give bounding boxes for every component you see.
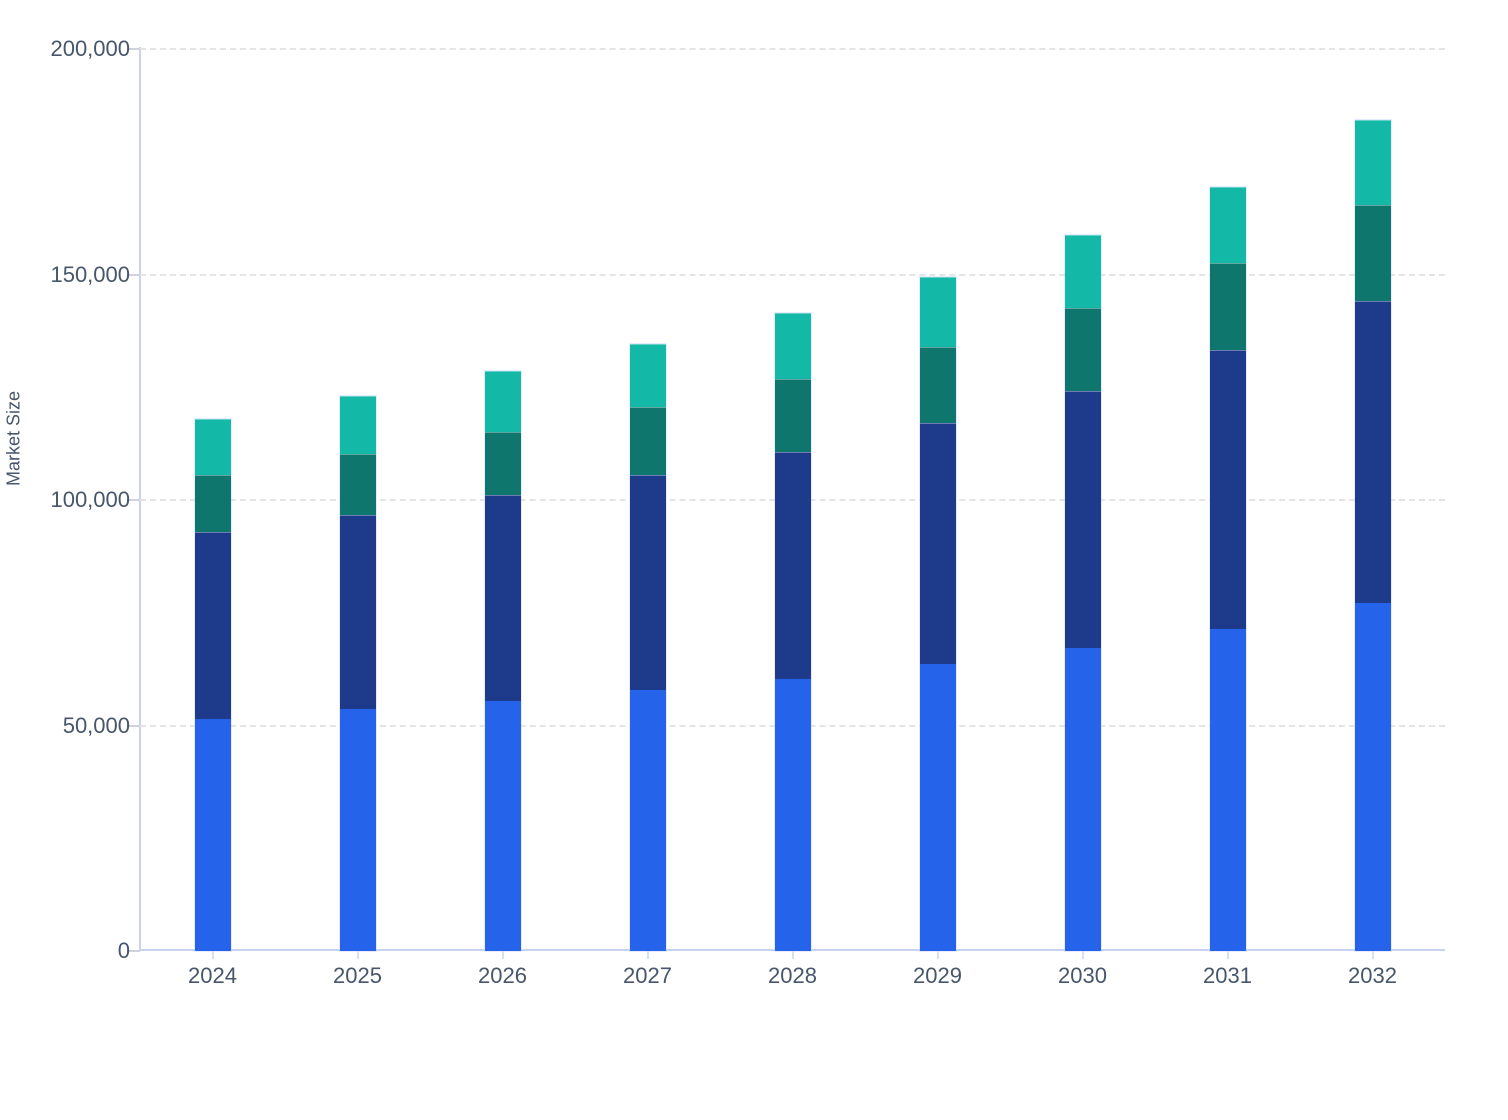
- bar-segment-2024-series-4[interactable]: [194, 418, 231, 476]
- category-band: [865, 49, 1010, 951]
- x-axis-tick: [791, 951, 794, 959]
- y-axis-tick-label: 150,000: [50, 261, 130, 287]
- x-axis-tick: [936, 951, 939, 959]
- x-axis-label-2031: 2031: [1203, 963, 1252, 988]
- x-axis-tick: [356, 951, 359, 959]
- category-band: [575, 49, 720, 951]
- y-axis-tick-label: 50,000: [62, 712, 130, 738]
- plot-area: [140, 48, 1445, 951]
- bar-segment-2027-series-4[interactable]: [629, 343, 666, 407]
- bar-segment-2028-series-3[interactable]: [774, 378, 811, 452]
- bar-segment-2028-series-1[interactable]: [774, 678, 811, 951]
- bar-segment-2025-series-3[interactable]: [339, 454, 376, 515]
- category-band: [1300, 49, 1445, 951]
- bar-segment-2029-series-3[interactable]: [919, 346, 956, 424]
- y-axis-tick: [127, 724, 140, 727]
- bar-segment-2030-series-1[interactable]: [1064, 647, 1101, 951]
- bar-segment-2031-series-4[interactable]: [1209, 187, 1246, 263]
- category-band: [285, 49, 430, 951]
- x-axis-tick: [501, 951, 504, 959]
- bar-segment-2024-series-2[interactable]: [194, 532, 231, 719]
- category-band: [140, 49, 285, 951]
- stacked-bar-2029[interactable]: [919, 277, 956, 951]
- bar-segment-2030-series-3[interactable]: [1064, 307, 1101, 392]
- x-axis-label-2032: 2032: [1348, 963, 1397, 988]
- x-axis-tick: [1081, 951, 1084, 959]
- gridline: [140, 48, 1445, 50]
- x-axis-tick: [1371, 951, 1374, 959]
- x-axis-label-2025: 2025: [333, 963, 382, 988]
- category-band: [1155, 49, 1300, 951]
- bars-container: [140, 49, 1445, 951]
- bar-segment-2029-series-4[interactable]: [919, 277, 956, 347]
- bar-segment-2026-series-1[interactable]: [484, 700, 521, 951]
- bar-segment-2029-series-1[interactable]: [919, 664, 956, 951]
- y-axis-tick: [127, 48, 140, 50]
- y-axis-tick-label: 0: [117, 938, 130, 963]
- bar-segment-2032-series-3[interactable]: [1354, 205, 1391, 302]
- stacked-bar-2025[interactable]: [339, 396, 376, 951]
- bar-segment-2030-series-4[interactable]: [1064, 235, 1101, 308]
- bar-segment-2028-series-4[interactable]: [774, 313, 811, 379]
- x-axis-label-2028: 2028: [768, 963, 817, 988]
- bar-segment-2029-series-2[interactable]: [919, 423, 956, 665]
- bar-segment-2032-series-2[interactable]: [1354, 301, 1391, 603]
- stacked-bar-2028[interactable]: [774, 313, 811, 951]
- stacked-bar-2030[interactable]: [1064, 235, 1101, 951]
- bar-segment-2026-series-3[interactable]: [484, 432, 521, 496]
- x-axis-label-2029: 2029: [913, 963, 962, 988]
- bar-segment-2031-series-1[interactable]: [1209, 628, 1246, 951]
- y-axis-title: Market Size: [3, 390, 24, 487]
- category-band: [720, 49, 865, 951]
- x-axis-tick: [211, 951, 214, 959]
- bar-segment-2032-series-1[interactable]: [1354, 602, 1391, 951]
- gridline: [140, 273, 1445, 276]
- stacked-bar-2026[interactable]: [484, 371, 521, 951]
- x-axis-label-2024: 2024: [188, 963, 237, 988]
- bar-segment-2024-series-1[interactable]: [194, 718, 231, 951]
- bar-segment-2031-series-3[interactable]: [1209, 262, 1246, 351]
- category-band: [1010, 49, 1155, 951]
- bar-segment-2027-series-1[interactable]: [629, 689, 666, 951]
- bar-segment-2027-series-2[interactable]: [629, 474, 666, 690]
- stacked-bar-2032[interactable]: [1354, 119, 1391, 951]
- stacked-bar-2027[interactable]: [629, 343, 666, 951]
- bar-segment-2030-series-2[interactable]: [1064, 391, 1101, 648]
- stacked-bar-2031[interactable]: [1209, 187, 1246, 951]
- bar-segment-2032-series-4[interactable]: [1354, 119, 1391, 206]
- bar-segment-2028-series-2[interactable]: [774, 451, 811, 679]
- y-axis-tick-label: 200,000: [50, 36, 130, 61]
- x-axis-tick: [646, 951, 649, 959]
- bar-segment-2025-series-4[interactable]: [339, 396, 376, 455]
- bar-segment-2024-series-3[interactable]: [194, 475, 231, 533]
- y-axis-tick-label: 100,000: [50, 487, 130, 512]
- x-axis-tick: [1226, 951, 1229, 959]
- bar-segment-2031-series-2[interactable]: [1209, 350, 1246, 629]
- bar-segment-2025-series-2[interactable]: [339, 514, 376, 710]
- bar-segment-2026-series-4[interactable]: [484, 371, 521, 433]
- bar-segment-2025-series-1[interactable]: [339, 709, 376, 951]
- stacked-bar-2024[interactable]: [194, 418, 231, 951]
- x-axis-label-2030: 2030: [1058, 963, 1107, 988]
- bar-segment-2027-series-3[interactable]: [629, 406, 666, 475]
- bar-segment-2026-series-2[interactable]: [484, 495, 521, 701]
- y-axis-tick: [127, 273, 140, 276]
- y-axis-tick: [127, 499, 140, 501]
- x-axis-label-2027: 2027: [623, 963, 672, 988]
- y-axis-tick: [127, 950, 140, 952]
- category-band: [430, 49, 575, 951]
- x-axis-label-2026: 2026: [478, 963, 527, 988]
